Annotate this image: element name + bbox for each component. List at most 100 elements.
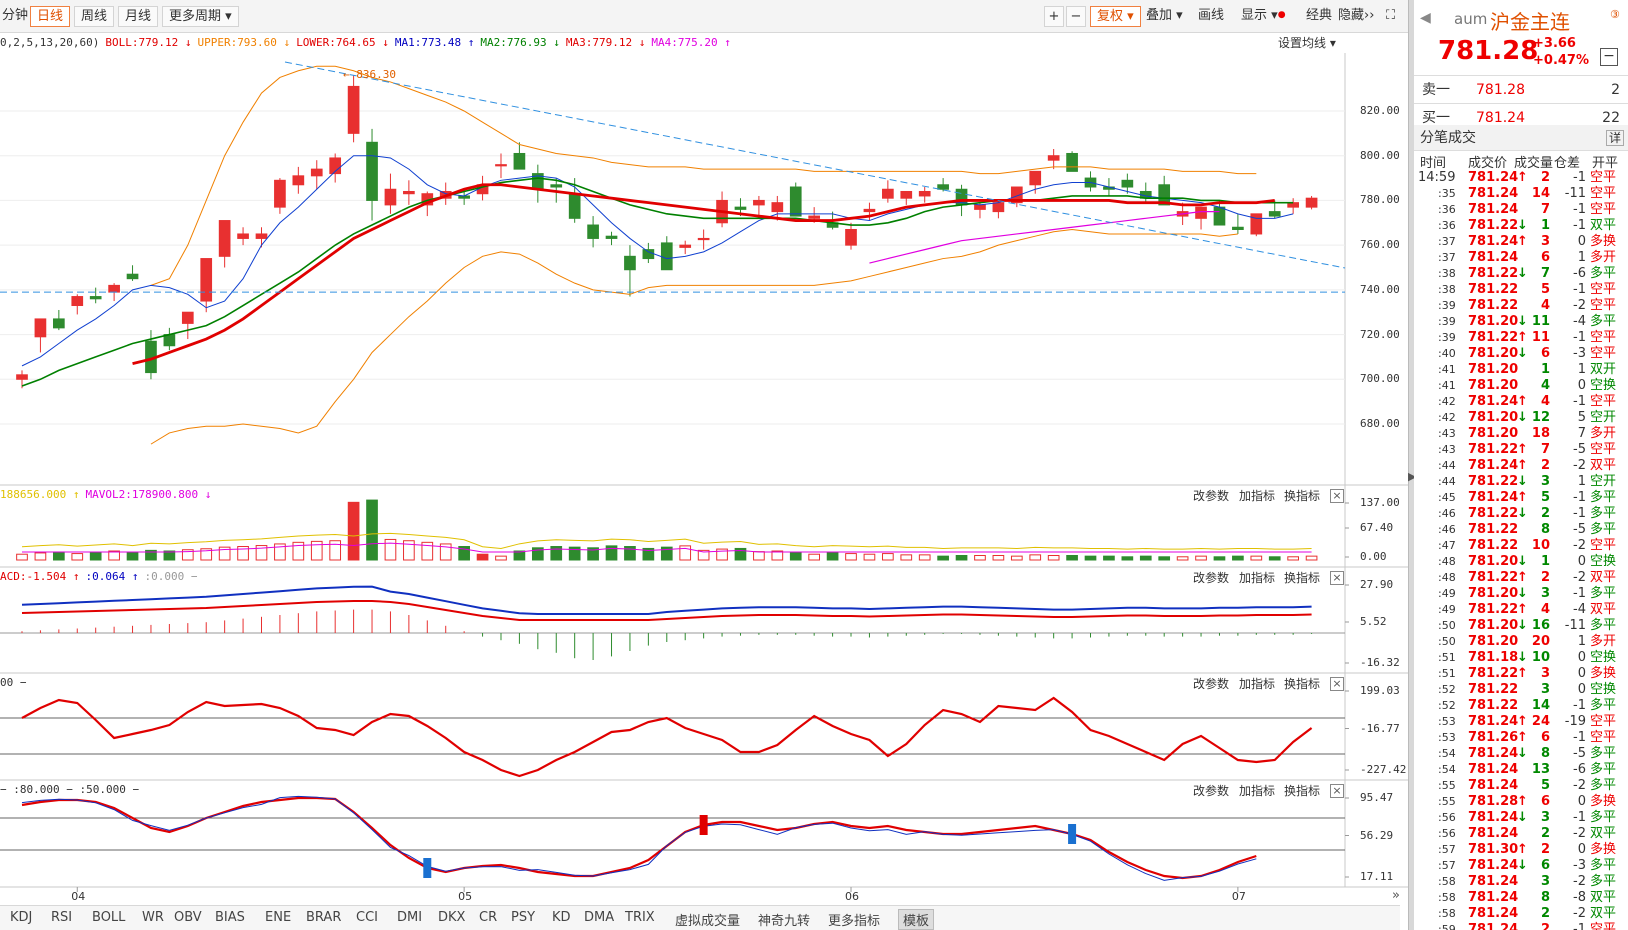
indicator-tab-0[interactable]: KDJ <box>10 910 33 925</box>
trade-price: 781.20 <box>1468 634 1519 649</box>
indicator-tab-12[interactable]: PSY <box>511 910 536 925</box>
indicator-tab-3[interactable]: WR <box>142 910 164 925</box>
kd-change-params-button[interactable]: 改参数 <box>1193 784 1230 798</box>
candle-down <box>734 206 747 210</box>
indicator-tab-9[interactable]: DMI <box>397 910 423 925</box>
macd-add-indicator-button[interactable]: 加指标 <box>1239 571 1276 585</box>
volume-bar <box>808 553 821 561</box>
candle-up <box>863 208 876 213</box>
chevron-down-icon: ▾ <box>1176 8 1183 23</box>
trade-price: 781.20 <box>1468 378 1519 393</box>
cci-swap-indicator-button[interactable]: 换指标 <box>1284 677 1321 691</box>
volume-bar <box>1158 556 1171 561</box>
indicator-tab-16[interactable]: 虚拟成交量 <box>675 914 741 929</box>
trade-price: 781.20 <box>1468 618 1519 633</box>
volume-bar <box>642 547 655 561</box>
detail-button[interactable]: 详 <box>1605 130 1624 146</box>
cci-add-indicator-button[interactable]: 加指标 <box>1239 677 1276 691</box>
indicator-tab-6[interactable]: ENE <box>265 910 292 925</box>
trade-type: 空平 <box>1590 282 1617 297</box>
volume-bar <box>513 550 526 561</box>
macd-swap-indicator-button[interactable]: 换指标 <box>1284 571 1321 585</box>
day-tab[interactable]: 日线 <box>30 6 71 27</box>
prev-symbol-icon[interactable]: ◀ <box>1420 10 1431 26</box>
set-ma-dropdown[interactable]: 设置均线 ▾ <box>1278 33 1336 53</box>
vol-change-params-button[interactable]: 改参数 <box>1193 489 1230 503</box>
week-tab[interactable]: 周线 <box>74 6 115 27</box>
indicator-tab-1[interactable]: RSI <box>51 910 73 925</box>
macd-close-icon[interactable]: × <box>1330 571 1344 585</box>
candle-down <box>587 224 599 239</box>
display-dropdown[interactable]: 显示 ▾● <box>1235 6 1292 27</box>
legend-text: :0.000 − <box>144 570 198 583</box>
trade-type: 空换 <box>1590 682 1617 697</box>
trade-oi-diff: -2 <box>1573 570 1586 585</box>
indicator-tab-18[interactable]: 更多指标 <box>828 914 881 929</box>
cci-close-icon[interactable]: × <box>1330 677 1344 691</box>
trade-type: 空平 <box>1590 298 1617 313</box>
draw-line-button[interactable]: 画线 <box>1198 8 1225 23</box>
minimize-button[interactable]: − <box>1600 48 1618 66</box>
trade-oi-diff: 0 <box>1577 650 1586 665</box>
kd-axis-label: 17.11 <box>1360 870 1394 883</box>
trade-oi-diff: 1 <box>1577 634 1586 649</box>
indicator-tab-13[interactable]: KD <box>552 910 571 925</box>
indicator-tab-19[interactable]: 模板 <box>898 909 935 930</box>
fullscreen-icon[interactable]: ⛶ <box>1386 8 1396 23</box>
cci-axis-label: -227.42 <box>1360 763 1407 776</box>
kd-swap-indicator-button[interactable]: 换指标 <box>1284 784 1321 798</box>
trade-time: :37 <box>1438 251 1456 264</box>
indicator-tab-8[interactable]: CCI <box>356 910 378 925</box>
classic-button[interactable]: 经典 <box>1306 8 1333 23</box>
kd-add-indicator-button[interactable]: 加指标 <box>1239 784 1276 798</box>
vol-swap-indicator-button[interactable]: 换指标 <box>1284 489 1321 503</box>
trade-oi-diff: -2 <box>1573 826 1586 841</box>
panel-splitter[interactable]: ▶ <box>1408 0 1417 930</box>
trade-type: 空换 <box>1590 378 1617 393</box>
minute-tab[interactable]: 分钟 <box>2 8 29 23</box>
trade-volume: 6 <box>1540 250 1550 265</box>
volume-bar <box>458 546 470 561</box>
trade-price: 781.20 <box>1468 410 1519 425</box>
kd-close-icon[interactable]: × <box>1330 784 1344 798</box>
trade-price: 781.20 <box>1468 362 1519 377</box>
indicator-tab-4[interactable]: OBV <box>174 910 202 925</box>
month-tab[interactable]: 月线 <box>118 6 159 27</box>
trade-price: 781.20 <box>1468 426 1519 441</box>
indicator-tab-7[interactable]: BRAR <box>306 910 342 925</box>
macd-change-params-button[interactable]: 改参数 <box>1193 571 1230 585</box>
display-label: 显示 <box>1241 8 1268 23</box>
indicator-tab-10[interactable]: DKX <box>438 910 466 925</box>
more-period-dropdown[interactable]: 更多周期 ▾ <box>162 6 239 27</box>
trade-oi-diff: -8 <box>1573 890 1586 905</box>
indicator-tab-14[interactable]: DMA <box>584 910 615 925</box>
hide-button[interactable]: 隐藏›› <box>1332 6 1380 27</box>
indicator-tab-15[interactable]: TRIX <box>625 910 655 925</box>
indicator-tab-2[interactable]: BOLL <box>92 910 126 925</box>
trade-time: :51 <box>1438 667 1456 680</box>
zoom-out-button[interactable]: − <box>1066 6 1086 27</box>
vol-close-icon[interactable]: × <box>1330 489 1344 503</box>
indicator-tab-11[interactable]: CR <box>479 910 498 925</box>
candle-down <box>366 141 378 201</box>
indicator-tab-5[interactable]: BIAS <box>215 910 245 925</box>
cci-change-params-button[interactable]: 改参数 <box>1193 677 1230 691</box>
indicator-tab-17[interactable]: 神奇九转 <box>758 914 811 929</box>
scroll-right-icon[interactable]: » <box>1392 888 1400 903</box>
vol-add-indicator-button[interactable]: 加指标 <box>1239 489 1276 503</box>
fuquan-dropdown[interactable]: 复权 ▾ <box>1090 6 1141 27</box>
volume-bar <box>347 501 360 561</box>
candle-down <box>568 193 581 219</box>
trade-volume: 10 <box>1531 650 1550 665</box>
kline-chart[interactable]: ← 836.30 <box>0 0 1408 905</box>
zoom-in-button[interactable]: + <box>1044 6 1064 27</box>
overlay-dropdown[interactable]: 叠加 ▾ <box>1140 6 1189 27</box>
trade-volume: 2 <box>1540 170 1550 185</box>
volume-bar <box>476 553 489 561</box>
volume-bar <box>550 546 563 561</box>
collapse-arrow-icon[interactable]: ▶ <box>1408 470 1417 483</box>
trade-type: 空平 <box>1590 346 1617 361</box>
arrow-up-icon: ↑ <box>1517 570 1528 585</box>
trade-time: :48 <box>1438 571 1456 584</box>
candle-up <box>347 85 360 134</box>
